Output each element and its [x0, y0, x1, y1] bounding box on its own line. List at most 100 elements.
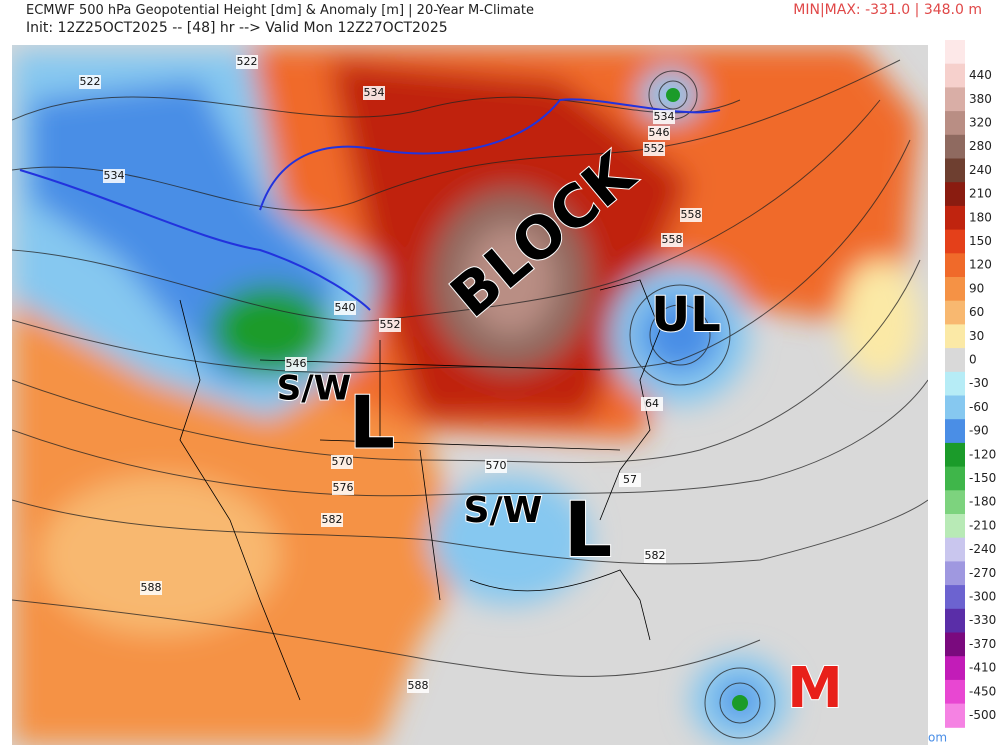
colorbar-swatch	[945, 324, 965, 349]
colorbar-label: 30	[969, 329, 984, 343]
colorbar-label: 210	[969, 187, 992, 201]
contour-label: 558	[681, 208, 702, 221]
contour-label: 558	[662, 233, 683, 246]
colorbar-label: 90	[969, 281, 984, 295]
colorbar-label: 0	[969, 352, 977, 366]
colorbar-label: -450	[969, 684, 996, 698]
colorbar-swatch	[945, 679, 965, 705]
colorbar-swatch	[945, 229, 965, 254]
contour-label: 546	[649, 126, 670, 139]
contour-label: 534	[364, 86, 385, 99]
annotation: S/W	[277, 369, 351, 409]
colorbar-label: 320	[969, 115, 992, 129]
colorbar-swatch	[945, 632, 965, 657]
annotation: M	[787, 656, 843, 721]
map: 522 522 534 534 534 546 552 558 558 540 552 546 570 5…	[12, 45, 928, 745]
contour-label: 57	[623, 473, 637, 486]
colorbar-label: 150	[969, 234, 992, 248]
colorbar-swatch	[945, 205, 965, 231]
colorbar-swatch	[945, 419, 965, 444]
colorbar-label: -330	[969, 613, 996, 627]
contour-label-bg	[644, 549, 666, 563]
colorbar-label: -90	[969, 424, 989, 438]
colorbar-swatch	[945, 111, 965, 136]
contour-label: 582	[645, 549, 666, 562]
colorbar-label: -370	[969, 637, 996, 651]
colorbar-label: -240	[969, 542, 996, 556]
contour-label: 546	[286, 357, 307, 370]
colorbar-label: -410	[969, 661, 996, 675]
colorbar-label: -150	[969, 471, 996, 485]
contour-label-bg	[285, 357, 307, 371]
contour-label: 534	[104, 169, 125, 182]
colorbar-swatch	[945, 253, 965, 278]
contour-label-bg	[363, 86, 385, 100]
colorbar-label: -120	[969, 447, 996, 461]
colorbar-swatch	[945, 371, 965, 396]
colorbar-label: 380	[969, 92, 992, 106]
contour-label-bg	[643, 142, 665, 156]
annotation: L	[349, 381, 395, 465]
contour-label-bg	[332, 481, 354, 495]
contour-label-bg	[331, 455, 353, 469]
colorbar-swatch	[945, 40, 965, 65]
colorbar-swatch	[945, 490, 965, 515]
contour-label-bg	[661, 233, 683, 247]
contour-label: 540	[335, 301, 356, 314]
colorbar-label: -270	[969, 566, 996, 580]
contour-label-bg	[236, 55, 258, 69]
colorbar: 440 380 320 280 240 210 180 150 120 90 60 30 0 -30 -60…	[945, 40, 996, 728]
colorbar-label: 240	[969, 163, 992, 177]
contour-label-bg	[334, 301, 356, 315]
colorbar-swatch	[945, 348, 965, 373]
colorbar-swatch	[945, 442, 965, 468]
contour-label: 570	[486, 459, 507, 472]
contour-label: 588	[141, 581, 162, 594]
colorbar-label: 180	[969, 210, 992, 224]
contour-label-bg	[321, 513, 343, 527]
colorbar-swatch	[945, 300, 965, 325]
colorbar-swatch	[945, 158, 965, 183]
annotation: S/W	[464, 490, 543, 531]
colorbar-swatch	[945, 514, 965, 539]
colorbar-label: -300	[969, 589, 996, 603]
contour-label-bg	[648, 126, 670, 140]
colorbar-swatch	[945, 277, 965, 302]
colorbar-swatch	[945, 703, 965, 728]
colorbar-label: 60	[969, 305, 984, 319]
init-line: Init: 12Z25OCT2025 -- [48] hr --> Valid …	[26, 20, 448, 36]
contour-label: 534	[654, 110, 675, 123]
colorbar-label: -60	[969, 400, 989, 414]
contour-label-bg	[619, 473, 641, 487]
contour-label: 570	[332, 455, 353, 468]
contour-label: 588	[408, 679, 429, 692]
contour-label: 522	[80, 75, 101, 88]
min-max: MIN|MAX: -331.0 | 348.0 m	[793, 2, 982, 18]
colorbar-swatch	[945, 656, 965, 681]
colorbar-swatch	[945, 608, 965, 633]
colorbar-swatch	[945, 537, 965, 562]
contour-label: 552	[644, 142, 665, 155]
watermark: om	[928, 731, 947, 745]
colorbar-swatch	[945, 585, 965, 610]
contour-label: 582	[322, 513, 343, 526]
colorbar-swatch	[945, 466, 965, 491]
contour-label-bg	[407, 679, 429, 693]
colorbar-swatch	[945, 63, 965, 88]
contour-label-bg	[653, 110, 675, 124]
colorbar-swatch	[945, 561, 965, 586]
colorbar-label: -500	[969, 708, 996, 722]
contour-label: 64	[645, 397, 659, 410]
colorbar-label: -180	[969, 495, 996, 509]
colorbar-label: 120	[969, 258, 992, 272]
colorbar-label: -210	[969, 518, 996, 532]
contour-label-bg	[680, 208, 702, 222]
colorbar-label: 440	[969, 68, 992, 82]
annotation: L	[564, 485, 612, 574]
colorbar-swatch	[945, 395, 965, 420]
contour-label: 576	[333, 481, 354, 494]
title: ECMWF 500 hPa Geopotential Height [dm] &…	[26, 3, 534, 18]
contour-label-bg	[103, 169, 125, 183]
contour-label-bg	[641, 397, 663, 411]
